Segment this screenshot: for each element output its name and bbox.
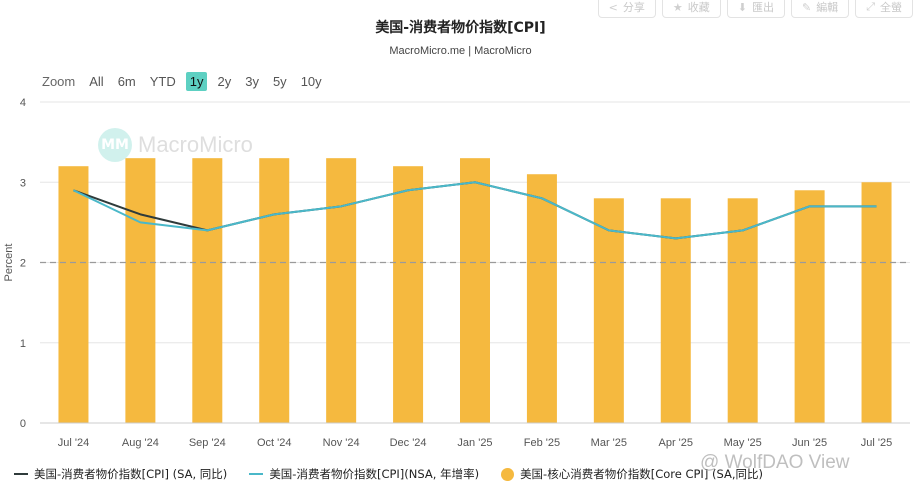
core-cpi-bar xyxy=(526,174,557,423)
legend-item-cpi-sa[interactable]: 美国-消费者物价指数[CPI] (SA, 同比) xyxy=(14,466,227,482)
core-cpi-bar xyxy=(593,198,624,423)
favorite-button[interactable]: ★ 收藏 xyxy=(661,0,721,18)
zoom-selector: Zoom All 6m YTD 1y 2y 3y 5y 10y xyxy=(42,72,332,91)
zoom-10y-button[interactable]: 10y xyxy=(300,74,322,89)
fullscreen-label: 全螢 xyxy=(880,1,902,14)
x-tick-label: Oct '24 xyxy=(257,437,292,449)
x-tick-label: Jul '25 xyxy=(861,437,892,449)
legend-swatch-cpi-nsa xyxy=(249,473,264,475)
core-cpi-bar xyxy=(460,158,490,424)
core-cpi-bar xyxy=(326,158,357,424)
y-tick-label: 1 xyxy=(20,338,26,350)
core-cpi-bar xyxy=(660,198,691,423)
legend-label-cpi-nsa: 美国-消费者物价指数[CPI](NSA, 年增率) xyxy=(269,467,480,481)
weibo-watermark: @ WolfDAO View xyxy=(700,452,850,474)
zoom-ytd-button[interactable]: YTD xyxy=(149,74,176,89)
core-cpi-bar xyxy=(192,158,223,424)
x-tick-label: Sep '24 xyxy=(189,437,226,449)
core-cpi-bar xyxy=(727,198,758,423)
core-cpi-bar xyxy=(259,158,290,424)
x-tick-label: Feb '25 xyxy=(524,437,560,449)
chart-toolbar: < 分享 ★ 收藏 ⬇ 匯出 ✎ 編輯 ⤢ 全螢 xyxy=(597,0,913,18)
core-cpi-bar xyxy=(393,166,424,423)
x-tick-label: May '25 xyxy=(724,437,762,449)
star-icon: ★ xyxy=(672,0,683,14)
share-label: 分享 xyxy=(622,1,645,14)
x-tick-label: Jul '24 xyxy=(58,437,89,449)
legend-item-core-cpi[interactable]: 美国-核心消费者物价指数[Core CPI] (SA,同比) xyxy=(501,466,763,482)
x-tick-label: Nov '24 xyxy=(323,437,360,449)
legend-label-cpi-sa: 美国-消费者物价指数[CPI] (SA, 同比) xyxy=(34,467,228,481)
y-tick-label: 3 xyxy=(20,177,26,189)
weibo-watermark-text: @ WolfDAO View xyxy=(700,452,850,473)
share-button[interactable]: < 分享 xyxy=(597,0,656,18)
zoom-6m-button[interactable]: 6m xyxy=(117,74,136,89)
favorite-label: 收藏 xyxy=(687,1,710,14)
expand-icon: ⤢ xyxy=(866,0,875,13)
core-cpi-bar xyxy=(861,182,892,423)
core-cpi-bar xyxy=(794,190,825,423)
zoom-5y-button[interactable]: 5y xyxy=(272,74,287,89)
x-tick-label: Dec '24 xyxy=(390,437,427,449)
legend-item-cpi-nsa[interactable]: 美国-消费者物价指数[CPI](NSA, 年增率) xyxy=(249,466,479,482)
download-label: 匯出 xyxy=(751,1,774,14)
core-cpi-bar xyxy=(58,166,89,423)
y-tick-label: 4 xyxy=(20,97,26,109)
legend-label-core-cpi: 美国-核心消费者物价指数[Core CPI] (SA,同比) xyxy=(520,467,763,481)
y-tick-label: 0 xyxy=(20,418,26,430)
zoom-1y-button[interactable]: 1y xyxy=(185,72,208,91)
watermark-brand: MacroMicro xyxy=(138,132,253,157)
edit-button[interactable]: ✎ 編輯 xyxy=(790,0,850,18)
macromicro-watermark: MM MacroMicro xyxy=(98,128,253,162)
chart-title: 美国-消费者物价指数[CPI] xyxy=(375,20,546,36)
zoom-3y-button[interactable]: 3y xyxy=(245,74,259,89)
cpi-nsa-line xyxy=(73,181,877,240)
edit-label: 編輯 xyxy=(816,1,839,14)
x-tick-label: Aug '24 xyxy=(122,437,159,449)
core-cpi-bar xyxy=(125,158,156,424)
legend-swatch-cpi-sa xyxy=(14,473,28,475)
y-tick-label: 2 xyxy=(20,258,26,270)
macromicro-logo-icon: MM xyxy=(98,128,132,162)
download-button[interactable]: ⬇ 匯出 xyxy=(726,0,785,18)
download-icon: ⬇ xyxy=(737,0,747,14)
chart-legend: 美国-消费者物价指数[CPI] (SA, 同比) 美国-消费者物价指数[CPI]… xyxy=(14,466,785,482)
fullscreen-button[interactable]: ⤢ 全螢 xyxy=(855,0,913,18)
zoom-all-button[interactable]: All xyxy=(89,74,104,89)
zoom-label: Zoom xyxy=(42,74,76,89)
x-tick-label: Apr '25 xyxy=(659,437,694,449)
chart-source: MacroMicro.me | MacroMicro xyxy=(389,45,532,57)
y-axis-label: Percent xyxy=(3,244,15,282)
x-tick-label: Jan '25 xyxy=(457,437,492,449)
pencil-icon: ✎ xyxy=(801,0,812,14)
x-tick-label: Jun '25 xyxy=(792,437,827,449)
zoom-2y-button[interactable]: 2y xyxy=(217,74,232,89)
share-icon: < xyxy=(608,0,618,14)
x-tick-label: Mar '25 xyxy=(591,437,627,449)
legend-swatch-core-cpi xyxy=(501,467,515,481)
